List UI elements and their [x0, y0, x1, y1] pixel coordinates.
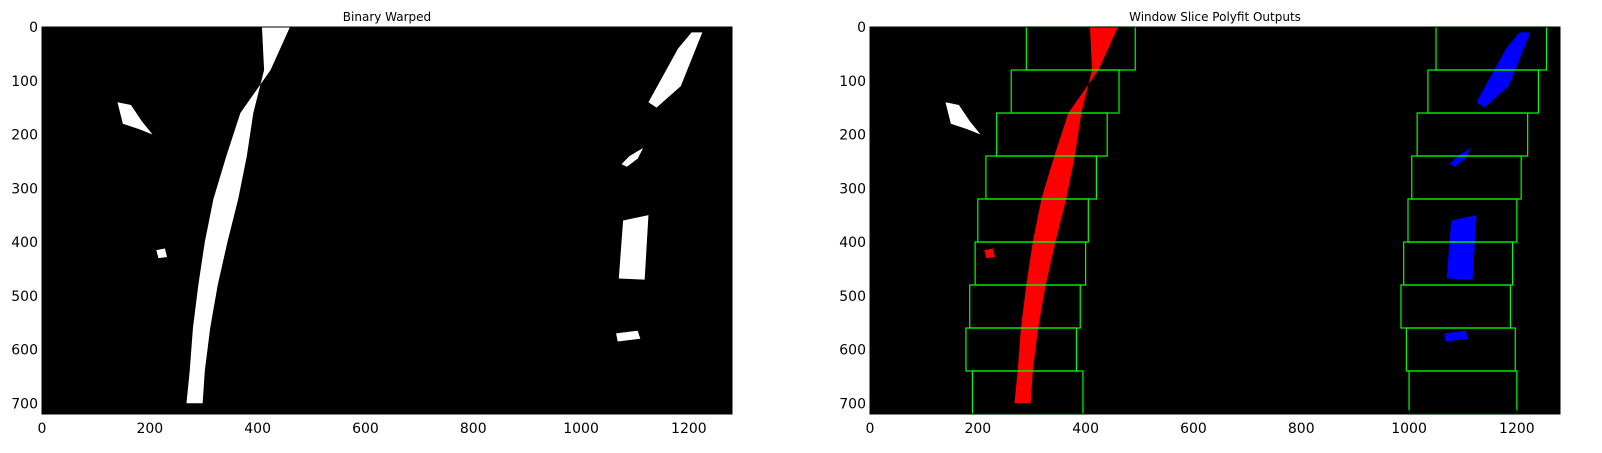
image-background — [870, 27, 1560, 414]
noise-pixels — [945, 102, 981, 135]
x-tick-label: 200 — [136, 421, 163, 437]
image-background — [42, 27, 732, 414]
y-tick-label: 0 — [857, 20, 866, 36]
y-tick-label: 600 — [11, 343, 38, 359]
x-tick-label: 400 — [1072, 421, 1099, 437]
image-content — [945, 26, 1548, 415]
x-tick-label: 800 — [1288, 421, 1315, 437]
y-tick-label: 700 — [11, 396, 38, 412]
y-tick-label: 200 — [11, 128, 38, 144]
noise-pixels — [1444, 330, 1469, 342]
window-slice-panel: 0 200 400 600 800 1000 1200 0 100 200 300 400 500 600… — [839, 10, 1561, 437]
y-tick-label: 400 — [839, 235, 866, 251]
x-tick-label: 800 — [460, 421, 487, 437]
axis-ticks: 0 200 400 600 800 1000 1200 0 100 200 300 400 500 600… — [839, 20, 1560, 437]
noise-pixels — [984, 248, 996, 259]
axes-frame — [869, 26, 1561, 415]
panel-title: Binary Warped — [343, 10, 431, 24]
noise-pixels — [618, 215, 649, 280]
y-tick-label: 0 — [29, 20, 38, 36]
x-tick-label: 400 — [244, 421, 271, 437]
x-tick-label: 1200 — [1499, 421, 1535, 437]
y-tick-label: 400 — [11, 235, 38, 251]
image-content — [117, 27, 703, 404]
axis-ticks: 0 200 400 600 800 1000 1200 0 100 200 300 400 500 600… — [11, 20, 732, 437]
y-tick-label: 600 — [839, 343, 866, 359]
noise-pixels — [616, 330, 641, 342]
x-tick-label: 600 — [352, 421, 379, 437]
x-tick-label: 1200 — [671, 421, 707, 437]
y-tick-label: 300 — [839, 181, 866, 197]
x-tick-label: 1000 — [1391, 421, 1427, 437]
left-lane-pixels — [186, 27, 290, 404]
left-lane-pixels — [1014, 27, 1118, 404]
y-tick-label: 700 — [839, 396, 866, 412]
x-tick-label: 600 — [1180, 421, 1207, 437]
x-tick-label: 200 — [964, 421, 991, 437]
y-tick-label: 100 — [839, 74, 866, 90]
y-tick-label: 200 — [839, 128, 866, 144]
x-tick-label: 0 — [38, 421, 47, 437]
y-tick-label: 300 — [11, 181, 38, 197]
noise-pixels — [156, 248, 168, 259]
y-tick-label: 500 — [11, 289, 38, 305]
right-lane-pixels — [648, 32, 703, 108]
x-tick-label: 1000 — [563, 421, 599, 437]
y-tick-label: 500 — [839, 289, 866, 305]
binary-warped-panel: 0 200 400 600 800 1000 1200 0 100 200 300 400 500 600… — [11, 10, 733, 437]
panel-title: Window Slice Polyfit Outputs — [1129, 10, 1301, 24]
noise-pixels — [621, 147, 644, 167]
noise-pixels — [1446, 215, 1477, 280]
noise-pixels — [1449, 147, 1472, 167]
x-tick-label: 0 — [866, 421, 875, 437]
axes-frame — [41, 26, 733, 415]
noise-pixels — [117, 102, 153, 135]
y-tick-label: 100 — [11, 74, 38, 90]
